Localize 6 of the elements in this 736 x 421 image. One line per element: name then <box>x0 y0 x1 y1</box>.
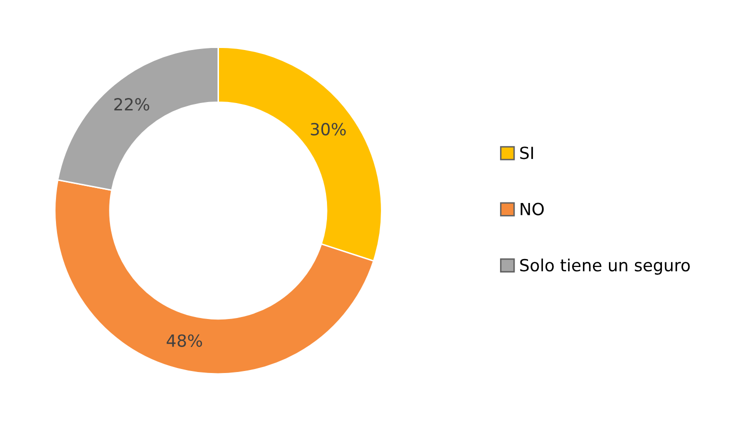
legend-label: SI <box>520 146 533 160</box>
legend-label: NO <box>520 202 544 216</box>
data-label: 22% <box>114 98 150 111</box>
data-label: 30% <box>310 122 346 136</box>
data-label: 48% <box>166 334 202 347</box>
legend-label: Solo tiene un seguro <box>520 258 690 275</box>
